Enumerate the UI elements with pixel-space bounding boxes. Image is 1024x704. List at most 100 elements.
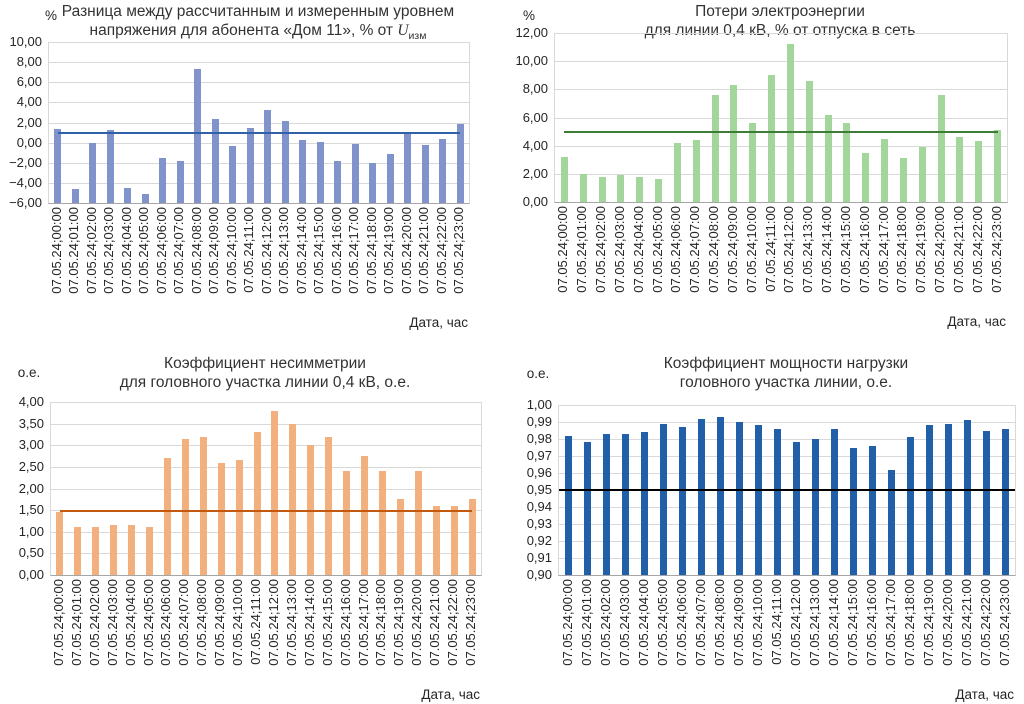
bar <box>229 145 237 203</box>
bar <box>439 138 447 203</box>
x-tick-label: 07.05.24;22:00 <box>969 206 985 293</box>
bar <box>141 193 149 203</box>
gridline <box>559 405 1015 406</box>
x-tick-label: 07.05.24;11:00 <box>762 206 778 292</box>
y-tick-label: 3,50 <box>18 415 44 431</box>
bar <box>994 130 1002 202</box>
gridline <box>555 117 1007 119</box>
bar <box>560 156 568 202</box>
y-axis-unit-label: о.е. <box>17 365 41 380</box>
bar <box>899 158 907 202</box>
x-tick-label: 07.05.24;23:00 <box>996 579 1012 666</box>
x-tick-label: 07.05.24;17:00 <box>875 206 891 293</box>
bar <box>736 422 743 575</box>
bar <box>235 460 243 575</box>
bar <box>622 433 629 575</box>
bar <box>264 110 272 203</box>
bar <box>565 435 572 575</box>
bar <box>110 525 118 575</box>
x-tick-label: 07.05.24;06:00 <box>668 206 684 293</box>
chart-title-line1: Коэффициент мощности нагрузки <box>663 355 909 372</box>
x-tick-label: 07.05.24;12:00 <box>258 207 274 294</box>
x-tick-label: 07.05.24;01:00 <box>574 206 590 293</box>
x-tick-label: 07.05.24;08:00 <box>706 206 722 293</box>
bar <box>692 140 700 202</box>
gridline <box>49 182 469 184</box>
y-axis-unit-label: % <box>44 8 57 23</box>
x-tick-label: 07.05.24;23:00 <box>463 579 479 666</box>
x-tick-label: 07.05.24;03:00 <box>104 579 120 666</box>
bar <box>450 505 458 575</box>
y-tick-label: −4,00 <box>9 174 42 190</box>
bar <box>199 436 207 575</box>
bar <box>211 119 219 203</box>
bar <box>316 141 324 203</box>
bar <box>717 416 724 575</box>
bar <box>146 527 154 575</box>
x-tick-label: 07.05.24;14:00 <box>825 579 841 666</box>
x-tick-label: 07.05.24;17:00 <box>355 579 371 666</box>
bar <box>768 75 776 202</box>
bar <box>404 132 412 203</box>
y-tick-label: 0,91 <box>526 550 552 565</box>
x-tick-label: 07.05.24;20:00 <box>932 206 948 293</box>
y-tick-label: 6,00 <box>16 74 42 90</box>
bar <box>124 187 132 203</box>
x-tick-label: 07.05.24;05:00 <box>649 206 665 293</box>
bar <box>421 144 429 203</box>
x-tick-label: 07.05.24;05:00 <box>654 579 670 666</box>
bar <box>432 505 440 575</box>
bar <box>1002 428 1009 575</box>
bar <box>755 425 762 575</box>
bar <box>579 173 587 202</box>
bar <box>89 142 97 203</box>
y-tick-label: 10,00 <box>9 34 42 49</box>
x-tick-label: 07.05.24;22:00 <box>433 207 449 294</box>
bar <box>396 499 404 575</box>
bar <box>56 512 64 575</box>
y-tick-label: 0,96 <box>526 465 552 480</box>
y-tick-label: −2,00 <box>9 154 42 170</box>
y-tick-label: 1,00 <box>526 397 552 412</box>
bar <box>106 129 114 203</box>
bar <box>299 139 307 203</box>
x-tick-label: 07.05.24;02:00 <box>593 206 609 293</box>
y-tick-label: 2,00 <box>18 480 44 496</box>
x-tick-label: 07.05.24;13:00 <box>276 207 292 294</box>
bar <box>194 69 202 203</box>
bar <box>945 423 952 575</box>
x-tick-label: 07.05.24;08:00 <box>711 579 727 666</box>
x-tick-label: 07.05.24;15:00 <box>837 206 853 293</box>
x-tick-label: 07.05.24;07:00 <box>171 207 187 294</box>
x-tick-label: 07.05.24;16:00 <box>337 579 353 666</box>
bar <box>584 442 591 575</box>
bar <box>636 176 644 202</box>
bar <box>54 128 62 203</box>
x-tick-label: 07.05.24;10:00 <box>230 579 246 666</box>
x-tick-label: 07.05.24;15:00 <box>319 579 335 666</box>
bar <box>918 147 926 202</box>
gridline <box>559 558 1015 559</box>
bar <box>956 137 964 202</box>
x-tick-label: 07.05.24;21:00 <box>950 206 966 293</box>
x-tick-label: 07.05.24;03:00 <box>101 207 117 294</box>
bar <box>641 432 648 575</box>
x-tick-label: 07.05.24;18:00 <box>363 207 379 294</box>
gridline <box>559 456 1015 457</box>
chart-title: Разница между рассчитанным и измеренным … <box>3 2 513 46</box>
x-tick-label: 07.05.24;19:00 <box>913 206 929 293</box>
bar <box>603 433 610 575</box>
x-tick-label: 07.05.24;00:00 <box>50 579 66 666</box>
reference-line <box>59 509 473 512</box>
x-tick-label: 07.05.24;13:00 <box>806 579 822 666</box>
x-tick-label: 07.05.24;02:00 <box>597 579 613 666</box>
bar <box>983 430 990 575</box>
bar <box>730 85 738 202</box>
gridline <box>559 541 1015 542</box>
bar <box>698 418 705 575</box>
y-tick-label: 8,00 <box>522 81 548 97</box>
bar <box>456 123 464 203</box>
x-tick-label: 07.05.24;12:00 <box>265 579 281 666</box>
bar <box>281 120 289 203</box>
chart-voltage-difference: Разница между рассчитанным и измеренным … <box>0 0 500 352</box>
